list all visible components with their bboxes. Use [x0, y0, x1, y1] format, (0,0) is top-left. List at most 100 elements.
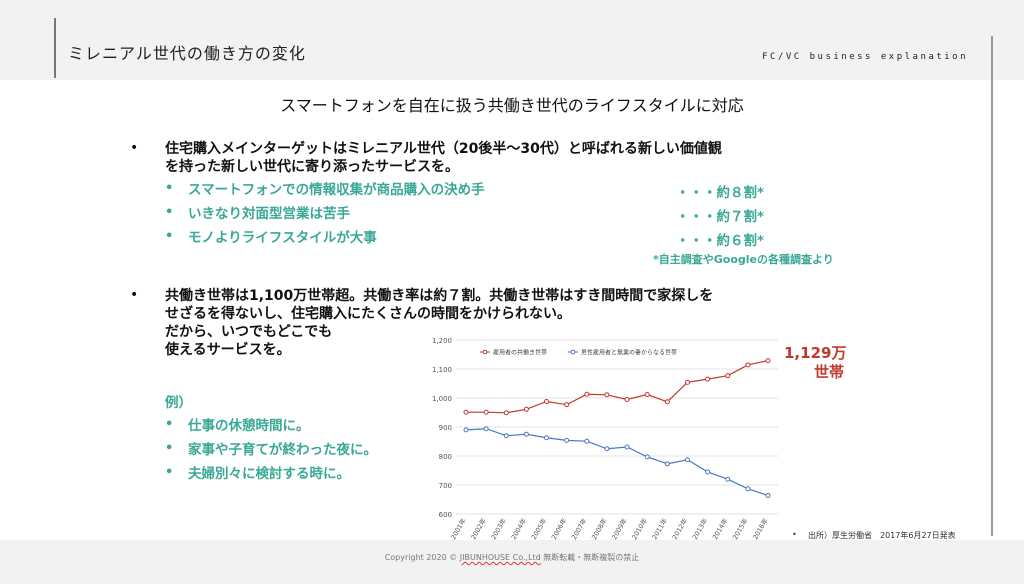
section1-bullet: •: [130, 140, 139, 156]
item3-value: ・・・約６割*: [676, 233, 765, 249]
section2-line1: 共働き世帯は1,100万世帯超。共働き率は約７割。共働き世帯はすき間時間で家探し…: [165, 288, 714, 304]
example2: 家事や子育てが終わった夜に。: [188, 442, 377, 458]
chart-series: [463, 358, 771, 498]
item2-label: いきなり対面型営業は苦手: [188, 206, 350, 222]
series-0-point: [544, 398, 550, 404]
chart-y-ticks: 1,200 1,100 1,000 900 800 700 600: [432, 337, 452, 519]
series-1-point: [705, 469, 711, 475]
x-tick-label: 2011年: [650, 516, 670, 540]
series-1-point: [483, 426, 489, 432]
series-1-point: [644, 454, 650, 460]
series-1-point: [523, 431, 529, 437]
series-0-point: [503, 410, 509, 416]
series-0-point: [725, 373, 731, 379]
series-1-point: [725, 476, 731, 482]
chart-annotation-line2: 世帯: [814, 363, 845, 381]
y-tick-label: 600: [439, 511, 452, 519]
series-1-point: [745, 486, 751, 492]
item3-label: モノよりライフスタイルが大事: [188, 230, 377, 246]
company-name: JIBUNHOUSE Co.,Ltd: [459, 553, 541, 562]
x-tick-label: 2005年: [529, 516, 549, 540]
y-tick-label: 800: [439, 453, 452, 461]
item1-value: ・・・約８割*: [676, 185, 765, 201]
x-tick-label: 2001年: [448, 516, 468, 540]
brand-text: FC/VC business explanation: [762, 52, 968, 62]
series-1-point: [664, 461, 670, 467]
chart-source: 出所）厚生労働省 2017年6月27日発表: [808, 531, 956, 540]
y-tick-label: 1,100: [432, 366, 452, 374]
chart-legend: 雇用者の共働き世帯 男性雇用者と無業の妻からなる世帯: [480, 349, 677, 357]
copyright-suffix: 無断転載・無断複製の禁止: [540, 553, 640, 562]
example2-bullet: •: [165, 441, 174, 456]
series-1-point: [584, 438, 590, 444]
x-tick-label: 2013年: [690, 516, 710, 540]
slide-subtitle: スマートフォンを自在に扱う共働き世代のライフスタイルに対応: [280, 96, 744, 115]
legend-marker-0: [482, 349, 488, 355]
section2-bullet: •: [130, 287, 139, 303]
series-line-1: [465, 428, 769, 497]
y-tick-label: 1,000: [432, 395, 452, 403]
item3-bullet: •: [165, 229, 174, 244]
y-tick-label: 900: [439, 424, 452, 432]
x-tick-label: 2012年: [670, 516, 690, 540]
series-0-point: [483, 409, 489, 415]
series-0-point: [604, 392, 610, 398]
section1-line2: を持った新しい世代に寄り添ったサービスを。: [165, 159, 459, 175]
chart-x-ticks: 2001年 2002年 2003年 2004年 2005年 2006年 2007年 2008年…: [448, 516, 770, 540]
legend-label-0: 雇用者の共働き世帯: [493, 349, 547, 357]
series-0-point: [745, 362, 751, 368]
section2-line4: 使えるサービスを。: [165, 342, 291, 358]
slide-title: ミレニアル世代の働き方の変化: [68, 44, 306, 63]
x-tick-label: 2002年: [469, 516, 489, 540]
series-0-point: [624, 396, 630, 402]
x-tick-label: 2009年: [609, 516, 629, 540]
legend-marker-1: [570, 349, 576, 355]
x-tick-label: 2006年: [549, 516, 569, 540]
copyright-prefix: Copyright 2020 ©: [384, 553, 460, 562]
example1: 仕事の休憩時間に。: [188, 418, 310, 434]
footer-band: [0, 540, 1024, 584]
series-0-point: [664, 399, 670, 405]
y-tick-label: 1,200: [432, 337, 452, 345]
series-1-point: [604, 446, 610, 452]
survey-note: *自主調査やGoogleの各種調査より: [653, 253, 834, 266]
example3-bullet: •: [165, 465, 174, 480]
item1-bullet: •: [165, 181, 174, 196]
series-1-point: [564, 437, 570, 443]
x-tick-label: 2004年: [509, 516, 529, 540]
series-0-point: [644, 392, 650, 398]
series-0-point: [765, 358, 771, 364]
example1-bullet: •: [165, 417, 174, 432]
copyright: Copyright 2020 © JIBUNHOUSE Co.,Ltd 無断転載…: [0, 552, 1024, 563]
x-tick-label: 2007年: [569, 516, 589, 540]
x-tick-label: 2016年: [750, 516, 770, 540]
series-1-point: [624, 444, 630, 450]
section1-line1: 住宅購入メインターゲットはミレニアル世代（20後半〜30代）と呼ばれる新しい価値…: [165, 141, 722, 157]
series-0-point: [564, 402, 570, 408]
series-0-point: [584, 391, 590, 397]
x-tick-label: 2014年: [710, 516, 730, 540]
x-tick-label: 2008年: [589, 516, 609, 540]
x-tick-label: 2015年: [730, 516, 750, 540]
chart-annotation-line1: 1,129万: [784, 344, 847, 362]
right-divider: [991, 36, 993, 536]
chart-grid: [456, 339, 778, 515]
series-1-point: [544, 435, 550, 441]
source-bullet: •: [792, 530, 797, 539]
section2-line2: せざるを得ないし、住宅購入にたくさんの時間をかけられない。: [165, 306, 571, 322]
series-0-point: [463, 409, 469, 415]
section2-line3: だから、いつでもどこでも: [165, 324, 333, 340]
series-1-point: [684, 457, 690, 463]
series-1-point: [463, 427, 469, 433]
example-title: 例）: [165, 395, 192, 411]
legend-label-1: 男性雇用者と無業の妻からなる世帯: [581, 349, 677, 357]
item1-label: スマートフォンでの情報収集が商品購入の決め手: [188, 182, 485, 198]
series-0-point: [523, 406, 529, 412]
y-tick-label: 700: [439, 482, 452, 490]
x-tick-label: 2003年: [489, 516, 509, 540]
example3: 夫婦別々に検討する時に。: [188, 466, 350, 482]
header-band: [0, 0, 1024, 80]
item2-bullet: •: [165, 205, 174, 220]
series-1-point: [765, 492, 771, 498]
